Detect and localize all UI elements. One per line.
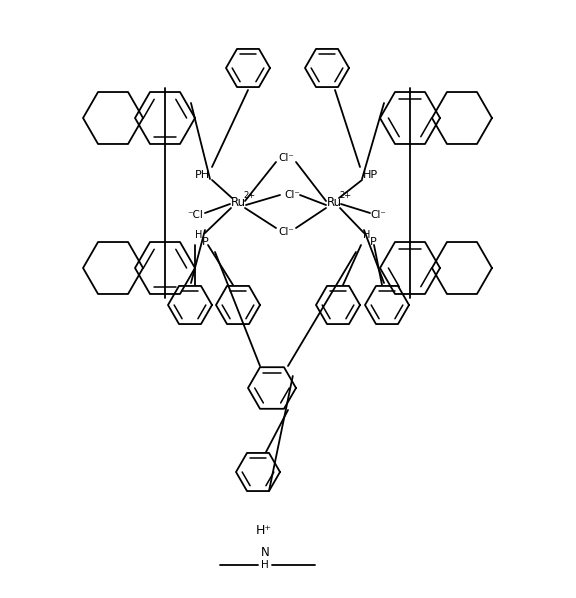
Text: Cl⁻: Cl⁻ [278,227,294,237]
Text: ⁻Cl: ⁻Cl [187,210,203,220]
Text: H: H [363,230,371,240]
Text: H: H [261,560,269,570]
Text: 2+: 2+ [243,191,255,200]
Text: 2+: 2+ [339,191,351,200]
Text: Cl⁻: Cl⁻ [278,153,294,163]
Text: Cl⁻: Cl⁻ [284,190,300,200]
Text: Ru: Ru [230,197,245,209]
Text: H: H [195,230,203,240]
Text: HP: HP [362,170,377,180]
Text: P: P [202,237,209,247]
Text: P: P [370,237,376,247]
Text: Ru: Ru [327,197,342,209]
Text: PH: PH [195,170,210,180]
Text: N: N [260,547,270,560]
Text: H⁺: H⁺ [256,523,272,536]
Text: Cl⁻: Cl⁻ [370,210,386,220]
